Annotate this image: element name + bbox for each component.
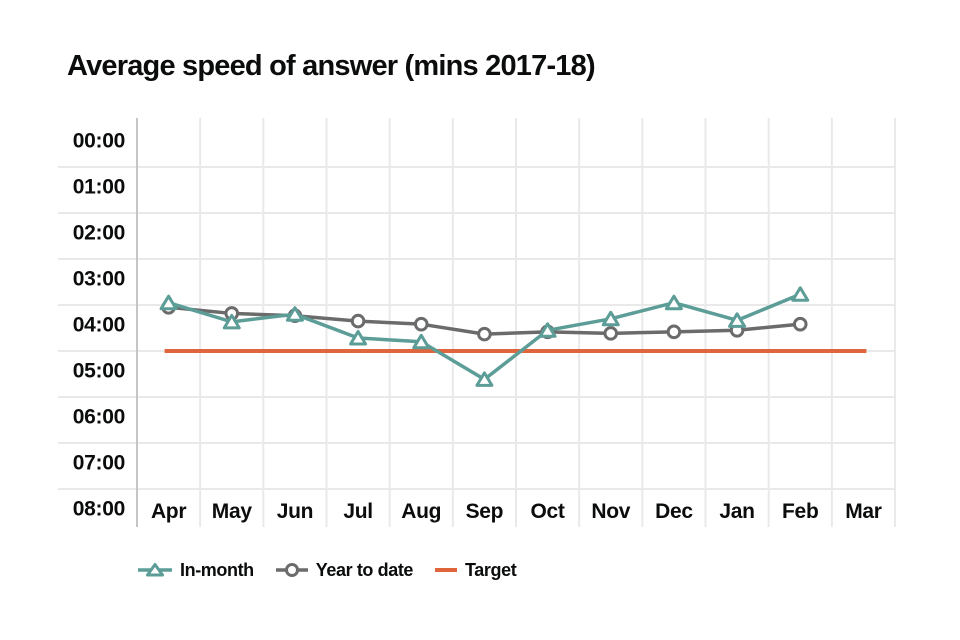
x-tick-label: Jan bbox=[719, 500, 754, 523]
x-tick-label: Sep bbox=[466, 500, 504, 523]
x-tick-label: Jul bbox=[343, 500, 372, 523]
y-tick-label: 08:00 bbox=[73, 498, 125, 521]
year-to-date-marker bbox=[603, 326, 619, 341]
in-month-legend-marker-icon bbox=[138, 563, 172, 577]
in-month-marker bbox=[601, 310, 620, 327]
legend-item-year-to-date: Year to date bbox=[275, 560, 413, 581]
y-tick-label: 07:00 bbox=[73, 452, 125, 475]
in-month-marker bbox=[222, 313, 241, 330]
x-tick-label: Oct bbox=[531, 500, 565, 523]
legend-label-in-month: In-month bbox=[180, 559, 254, 580]
in-month-marker bbox=[728, 312, 747, 328]
legend-label-year-to-date: Year to date bbox=[315, 559, 414, 580]
y-tick-label: 05:00 bbox=[73, 360, 125, 383]
target-legend-marker-icon bbox=[435, 568, 458, 572]
y-tick-label: 06:00 bbox=[73, 406, 125, 429]
legend-label-target: Target bbox=[465, 559, 517, 580]
year-to-date-marker bbox=[413, 316, 429, 332]
x-tick-label: Apr bbox=[151, 500, 186, 523]
y-tick-label: 01:00 bbox=[73, 176, 125, 199]
x-tick-label: Mar bbox=[845, 500, 882, 523]
x-tick-label: Nov bbox=[591, 500, 630, 523]
x-tick-label: Aug bbox=[401, 500, 441, 523]
in-month-marker bbox=[412, 333, 431, 350]
year-to-date-marker bbox=[477, 326, 492, 342]
year-to-date-marker bbox=[350, 313, 366, 329]
y-tick-label: 04:00 bbox=[73, 314, 125, 337]
x-tick-label: Dec bbox=[655, 500, 693, 523]
in-month-marker bbox=[664, 294, 683, 311]
x-tick-label: May bbox=[212, 500, 253, 523]
y-tick-label: 03:00 bbox=[73, 268, 125, 291]
in-month-marker bbox=[159, 294, 178, 311]
in-month-marker bbox=[475, 371, 494, 387]
x-tick-label: Feb bbox=[782, 500, 818, 523]
legend-item-target: Target bbox=[434, 559, 517, 581]
in-month-marker bbox=[538, 322, 557, 338]
year-to-date-marker bbox=[792, 316, 808, 332]
year-to-date-marker bbox=[666, 324, 682, 340]
x-tick-label: Jun bbox=[277, 500, 313, 523]
chart-legend: In-month Year to date Target bbox=[137, 556, 517, 584]
year-to-date-legend-marker-icon bbox=[275, 563, 308, 577]
y-tick-label: 00:00 bbox=[73, 130, 125, 153]
legend-item-in-month: In-month bbox=[137, 560, 254, 581]
y-tick-label: 02:00 bbox=[73, 222, 125, 245]
in-month-marker bbox=[349, 329, 368, 346]
in-month-marker bbox=[791, 286, 810, 302]
chart-title: Average speed of answer (mins 2017-18) bbox=[67, 50, 596, 82]
in-month-marker bbox=[285, 306, 304, 322]
